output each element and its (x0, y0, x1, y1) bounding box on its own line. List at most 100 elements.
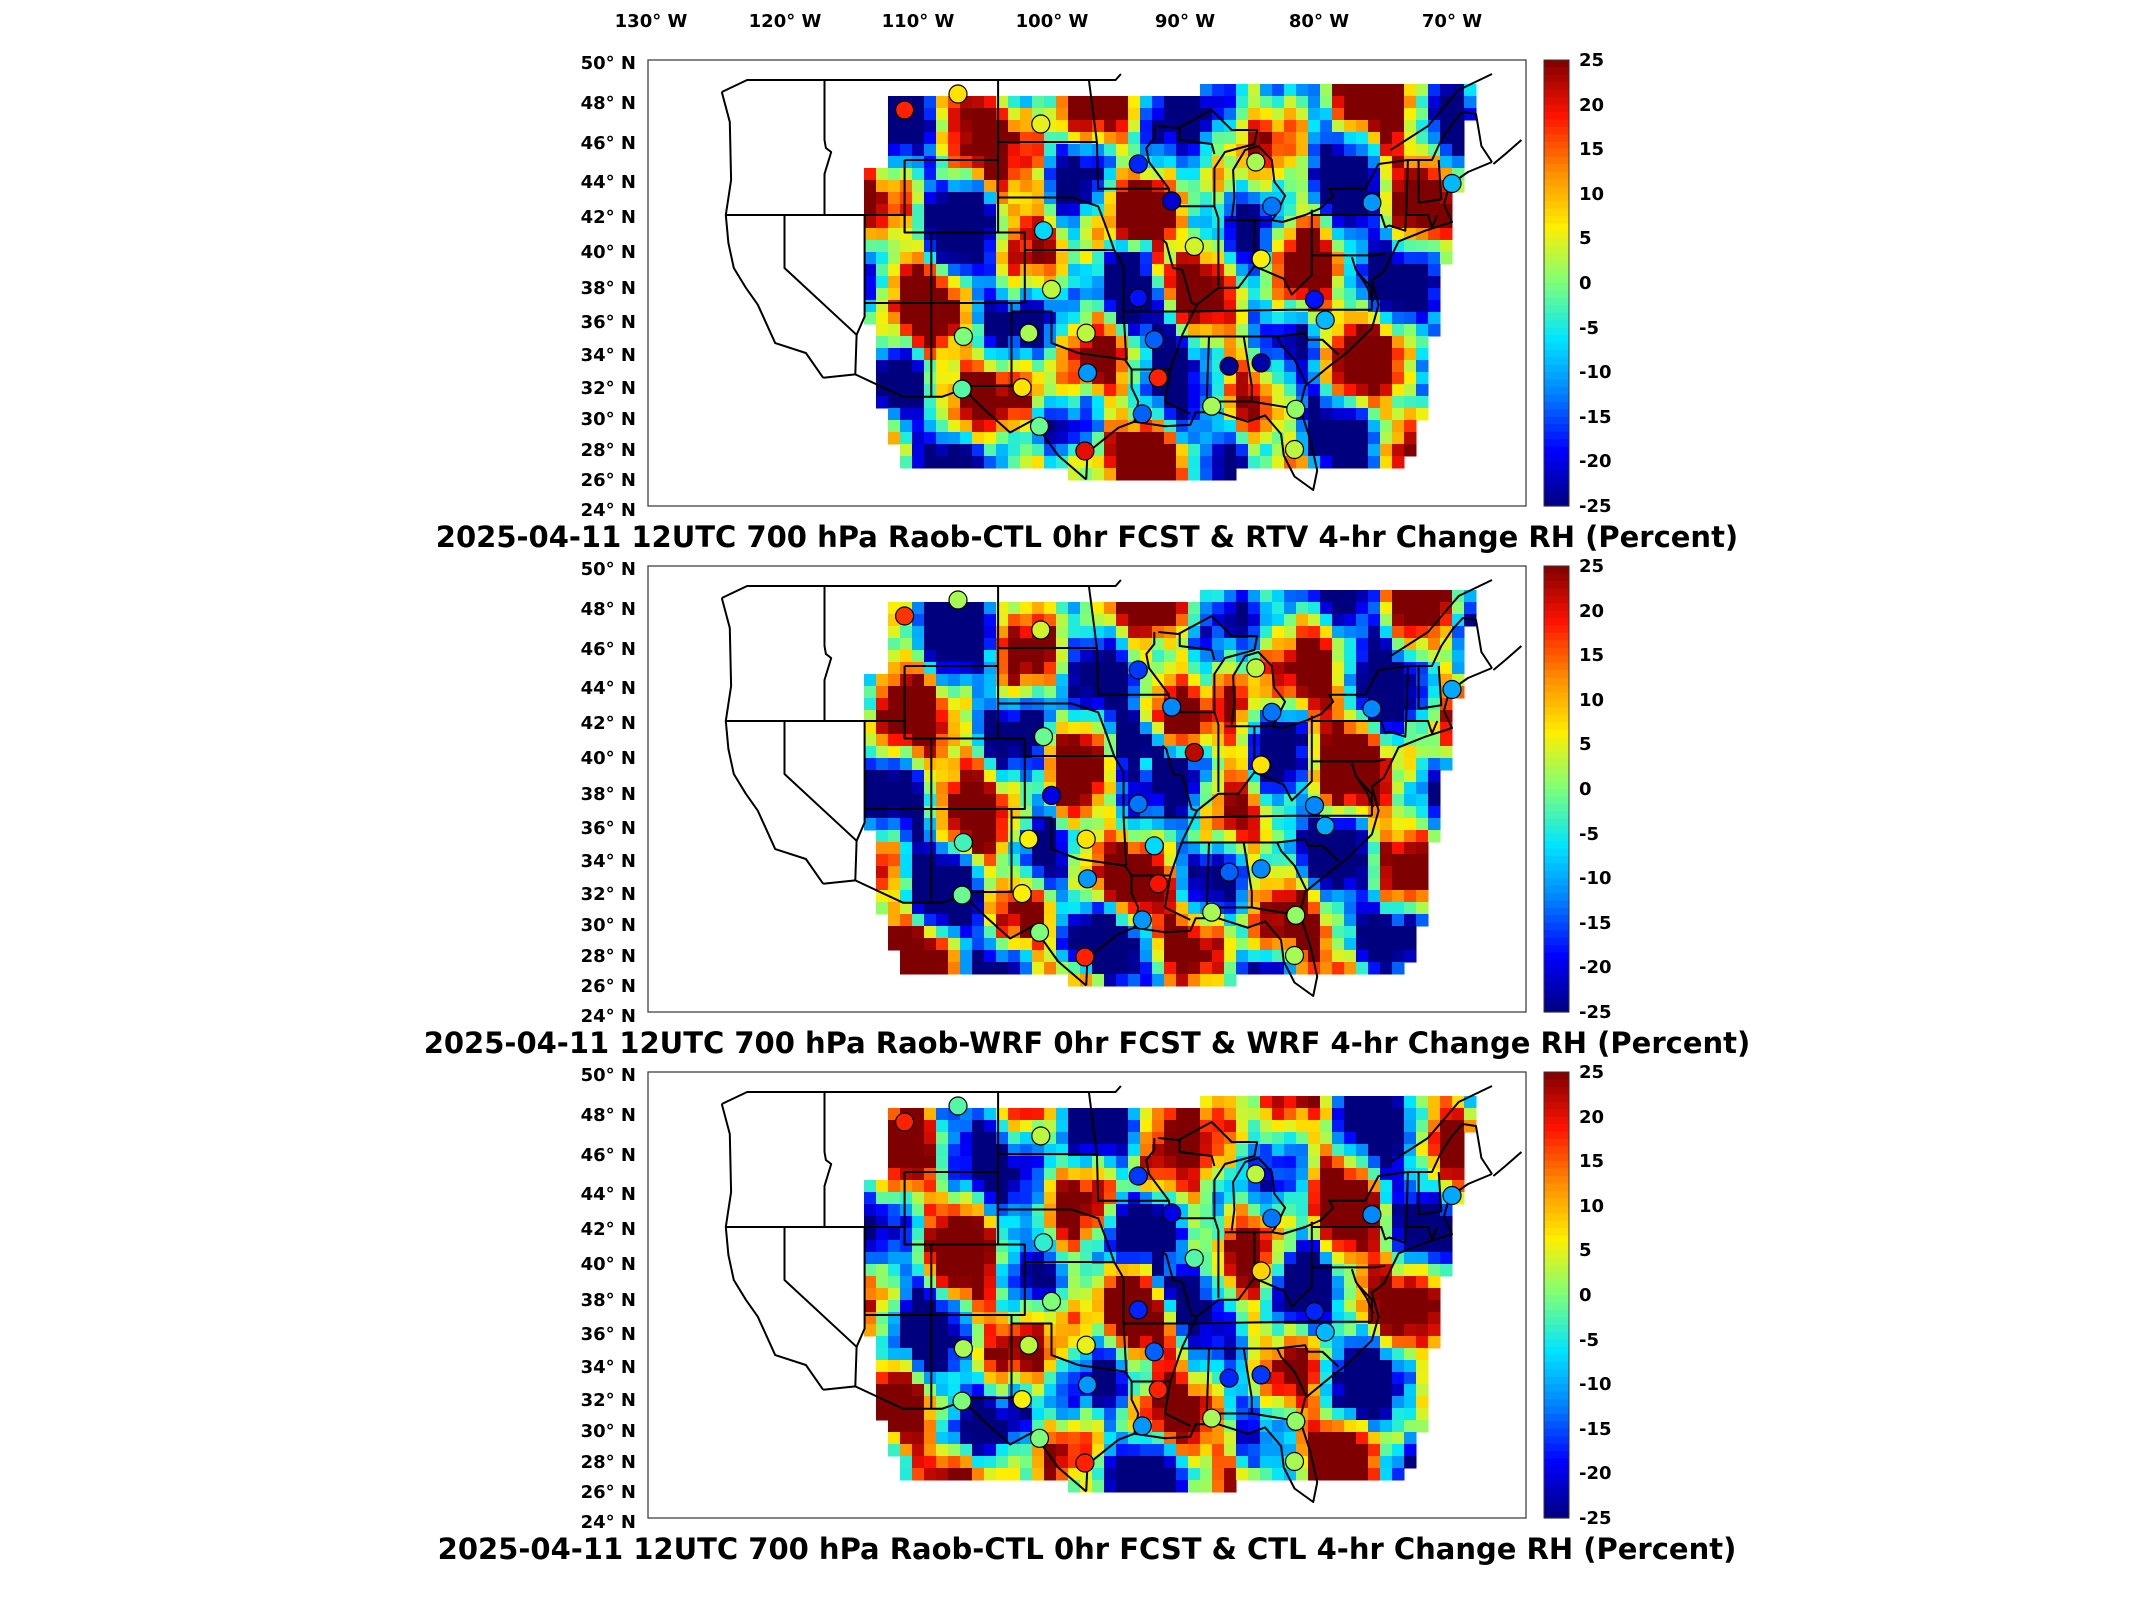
field-cell (1332, 168, 1345, 181)
field-cell (1380, 950, 1393, 963)
field-cell (876, 1288, 889, 1301)
field-cell (1392, 228, 1405, 241)
field-cell (1368, 444, 1381, 457)
field-cell (1224, 1444, 1237, 1457)
field-cell (1104, 926, 1117, 939)
field-cell (900, 842, 913, 855)
field-cell (1140, 686, 1153, 699)
field-cell (1152, 228, 1165, 241)
field-cell (1104, 156, 1117, 169)
field-cell (972, 1108, 985, 1121)
field-cell (1116, 1108, 1129, 1121)
field-cell (1404, 336, 1417, 349)
field-cell (1356, 1144, 1369, 1157)
field-cell (1392, 1228, 1405, 1241)
field-cell (1320, 1264, 1333, 1277)
field-cell (1260, 96, 1273, 109)
field-cell (984, 168, 997, 181)
field-cell (1188, 1204, 1201, 1217)
field-cell (984, 228, 997, 241)
field-cell (924, 722, 937, 735)
station-marker (948, 590, 968, 610)
field-cell (888, 866, 901, 879)
field-cell (1260, 432, 1273, 445)
boundary-line (823, 1385, 1087, 1493)
field-cell (1092, 348, 1105, 361)
field-cell (1344, 372, 1357, 385)
field-cell (1332, 1132, 1345, 1145)
field-cell (864, 674, 877, 687)
field-cell (1308, 962, 1321, 975)
field-cell (1152, 384, 1165, 397)
field-cell (972, 806, 985, 819)
field-cell (972, 938, 985, 951)
field-cell (1044, 1360, 1057, 1373)
field-cell (888, 240, 901, 253)
field-cell (1188, 1384, 1201, 1397)
field-cell (984, 204, 997, 217)
field-cell (1344, 590, 1357, 603)
field-cell (1200, 818, 1213, 831)
field-cell (1104, 96, 1117, 109)
field-cell (1260, 1240, 1273, 1253)
field-cell (1080, 1324, 1093, 1337)
field-cell (936, 216, 949, 229)
field-cell (960, 168, 973, 181)
field-cell (1332, 108, 1345, 121)
field-cell (984, 456, 997, 469)
field-cell (1176, 228, 1189, 241)
lat-tick: 38° N (581, 278, 636, 299)
field-cell (1212, 348, 1225, 361)
field-cell (1008, 1180, 1021, 1193)
field-cell (1344, 156, 1357, 169)
field-cell (972, 926, 985, 939)
field-cell (948, 1144, 961, 1157)
field-cell (1104, 794, 1117, 807)
field-cell (1116, 830, 1129, 843)
field-cell (1416, 710, 1429, 723)
field-cell (936, 938, 949, 951)
field-cell (876, 710, 889, 723)
field-cell (1404, 1360, 1417, 1373)
field-cell (1188, 974, 1201, 987)
field-cell (936, 842, 949, 855)
field-cell (1164, 806, 1177, 819)
field-cell (1356, 1396, 1369, 1409)
lon-tick-70w: 70° W (1422, 11, 1482, 32)
field-cell (924, 420, 937, 433)
field-cell (1068, 1432, 1081, 1445)
field-cell (984, 444, 997, 457)
field-cell (1248, 1396, 1261, 1409)
field-cell (1272, 240, 1285, 253)
field-cell (1368, 626, 1381, 639)
field-cell (960, 288, 973, 301)
field-cell (1152, 1240, 1165, 1253)
field-cell (996, 662, 1009, 675)
field-cell (1416, 312, 1429, 325)
field-cell (1344, 1372, 1357, 1385)
boundary-line (1113, 249, 1372, 313)
field-cell (912, 1228, 925, 1241)
boundary-line (1418, 159, 1443, 204)
field-cell (972, 722, 985, 735)
field-cell (1092, 902, 1105, 915)
field-cell (1296, 1192, 1309, 1205)
field-cell (1260, 878, 1273, 891)
field-cell (876, 252, 889, 265)
field-cell (1212, 1096, 1225, 1109)
field-cell (1248, 384, 1261, 397)
lat-tick: 24° N (581, 1512, 636, 1533)
field-cell (1212, 1300, 1225, 1313)
colorbar-segment (1544, 655, 1569, 664)
field-cell (1428, 1108, 1441, 1121)
field-cell (1236, 408, 1249, 421)
field-cell (1104, 830, 1117, 843)
lon-tick-110w: 110° W (882, 11, 955, 32)
field-cell (1308, 638, 1321, 651)
field-cell (1008, 240, 1021, 253)
field-cell (1188, 1336, 1201, 1349)
field-cell (1020, 288, 1033, 301)
field-cell (1224, 1336, 1237, 1349)
colorbar-segment (1544, 297, 1569, 306)
station-marker (1284, 1451, 1305, 1472)
